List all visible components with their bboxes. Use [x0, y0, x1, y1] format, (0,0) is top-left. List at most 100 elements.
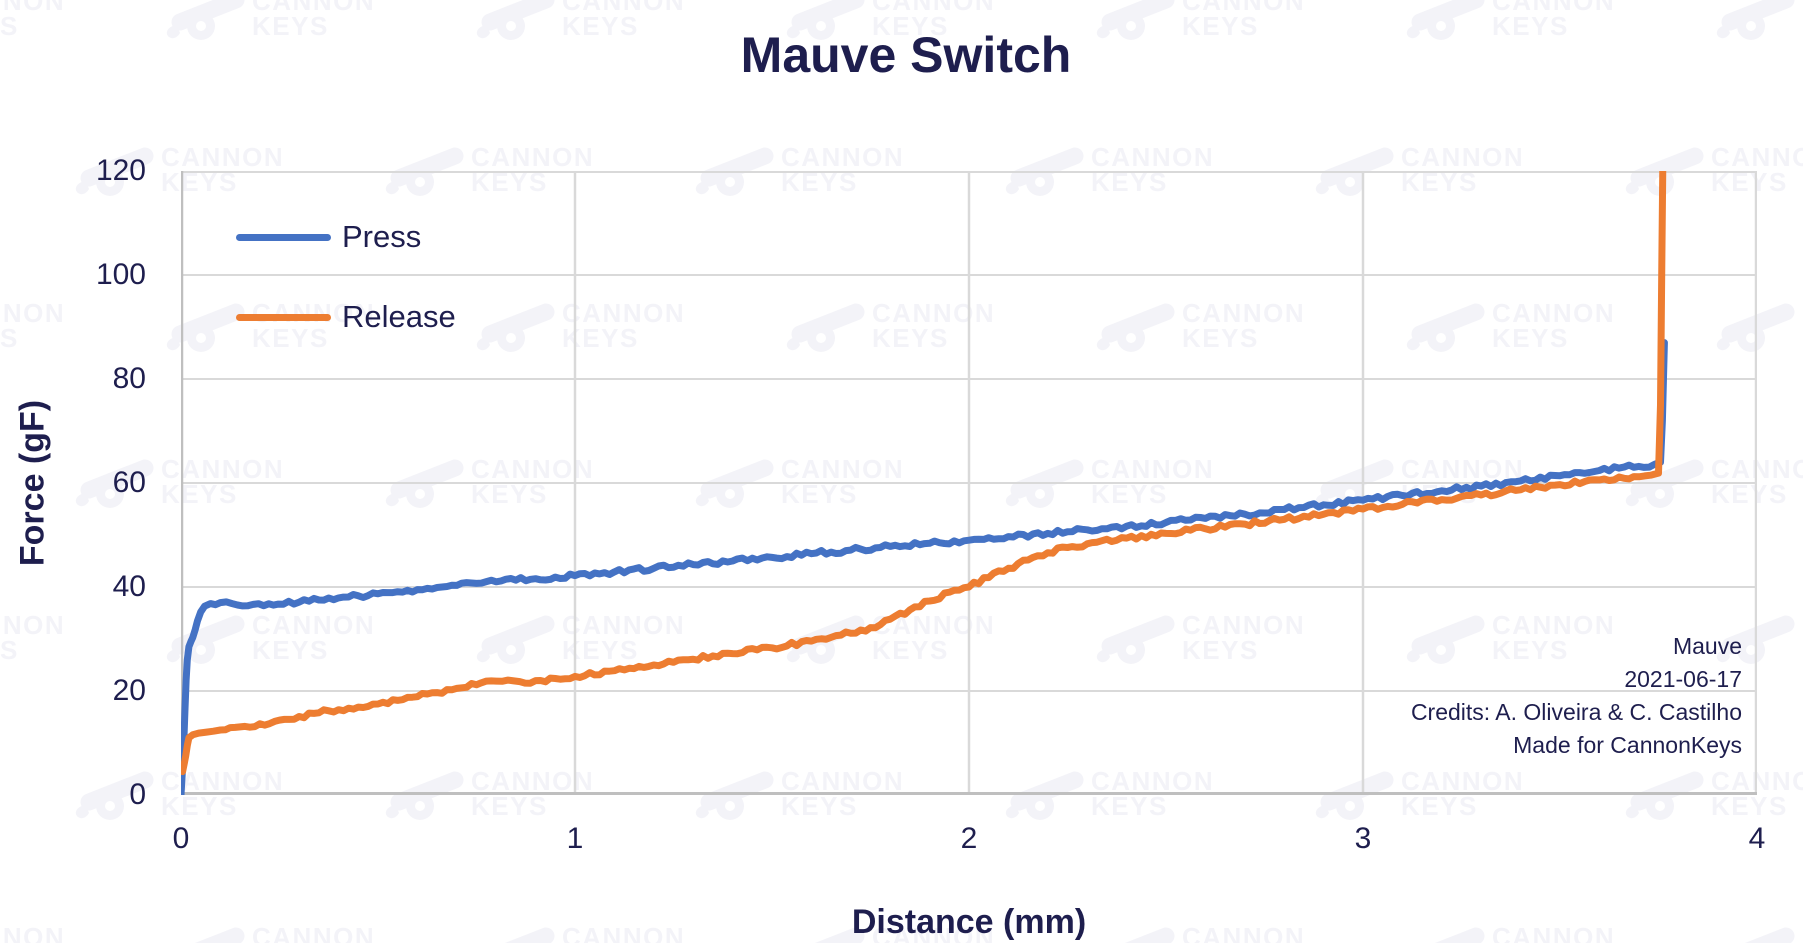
- legend-item-release: Release: [236, 287, 456, 347]
- cannon-icon: [75, 147, 154, 196]
- watermark-line1: CANNON: [0, 610, 66, 640]
- watermark-line1: CANNON: [1182, 298, 1306, 328]
- cannon-icon: [1716, 615, 1795, 664]
- cannon-icon: [1096, 303, 1175, 352]
- annotation-switch-name: Mauve: [1672, 633, 1742, 659]
- watermark-line1: CANNON: [1711, 766, 1803, 796]
- annotation-made-for: Made for CannonKeys: [1513, 732, 1742, 758]
- release-line-swatch: [236, 313, 331, 321]
- plot-area: Press Release Mauve 2021-06-17 Credits: …: [181, 171, 1757, 795]
- watermark-line2: KEYS: [1711, 791, 1788, 821]
- watermark-line1: CANNON: [872, 298, 996, 328]
- watermark-line1: CANNON: [0, 0, 66, 16]
- y-tick-label: 120: [95, 154, 146, 187]
- watermark-line2: KEYS: [872, 323, 949, 353]
- watermark-line1: CANNON: [1401, 766, 1525, 796]
- watermark-line2: KEYS: [0, 323, 19, 353]
- watermark-line2: KEYS: [872, 635, 949, 665]
- cannon-icon: [1406, 615, 1485, 664]
- cannon-icon: [1406, 303, 1485, 352]
- x-tick-label: 1: [566, 822, 584, 855]
- cannon-icon: [1716, 0, 1795, 40]
- watermark-line2: KEYS: [471, 479, 548, 509]
- x-axis-title: Distance (mm): [851, 903, 1087, 941]
- press-curve: [181, 339, 1668, 795]
- watermark-line2: KEYS: [1492, 11, 1569, 41]
- watermark-line2: KEYS: [1401, 167, 1478, 197]
- cannon-icon: [1005, 771, 1084, 820]
- legend-item-press: Press: [236, 207, 456, 267]
- cannon-icon: [385, 459, 464, 508]
- watermark-line1: CANNON: [872, 0, 996, 16]
- cannon-icon: [786, 0, 865, 40]
- watermark-line1: CANNON: [1182, 922, 1306, 943]
- cannon-icon: [385, 147, 464, 196]
- watermark-line1: CANNON: [781, 454, 905, 484]
- watermark-line2: KEYS: [1401, 791, 1478, 821]
- cannon-icon: [166, 0, 245, 40]
- cannon-icon: [1005, 147, 1084, 196]
- chart-title: Mauve Switch: [740, 27, 1072, 83]
- watermark-line2: KEYS: [1711, 167, 1788, 197]
- annotation-block: Mauve 2021-06-17 Credits: A. Oliveira & …: [1411, 630, 1742, 762]
- watermark-line1: CANNON: [161, 142, 285, 172]
- y-tick-label: 60: [112, 466, 146, 499]
- watermark-line2: KEYS: [781, 791, 858, 821]
- watermark-line1: CANNON: [1711, 454, 1803, 484]
- watermark-line1: CANNON: [1091, 766, 1215, 796]
- watermark-line2: KEYS: [161, 479, 238, 509]
- watermark-line1: CANNON: [781, 142, 905, 172]
- watermark-line1: CANNON: [252, 610, 376, 640]
- x-tick-label: 2: [960, 822, 978, 855]
- watermark-line2: KEYS: [1091, 791, 1168, 821]
- cannon-icon: [695, 147, 774, 196]
- watermark-line1: CANNON: [252, 0, 376, 16]
- watermark-line1: CANNON: [562, 298, 686, 328]
- watermark-line2: KEYS: [0, 11, 19, 41]
- cannon-icon: [75, 459, 154, 508]
- legend-label-release: Release: [342, 299, 456, 334]
- watermark-line1: CANNON: [1182, 0, 1306, 16]
- watermark-line2: KEYS: [1091, 479, 1168, 509]
- watermark-line2: KEYS: [562, 11, 639, 41]
- watermark-line1: CANNON: [0, 922, 66, 943]
- watermark-line2: KEYS: [252, 635, 329, 665]
- x-tick-label: 3: [1354, 822, 1372, 855]
- watermark-line1: CANNON: [1091, 454, 1215, 484]
- cannon-icon: [1625, 459, 1704, 508]
- cannon-icon: [695, 459, 774, 508]
- cannon-icon: [1315, 147, 1394, 196]
- cannon-icon: [1096, 0, 1175, 40]
- annotation-date: 2021-06-17: [1624, 666, 1742, 692]
- legend: Press Release: [236, 207, 456, 367]
- watermark-line2: KEYS: [471, 167, 548, 197]
- y-tick-label: 100: [95, 258, 146, 291]
- annotation-credits: Credits: A. Oliveira & C. Castilho: [1410, 699, 1742, 725]
- watermark-line1: CANNON: [1492, 0, 1616, 16]
- cannon-icon: [1625, 771, 1704, 820]
